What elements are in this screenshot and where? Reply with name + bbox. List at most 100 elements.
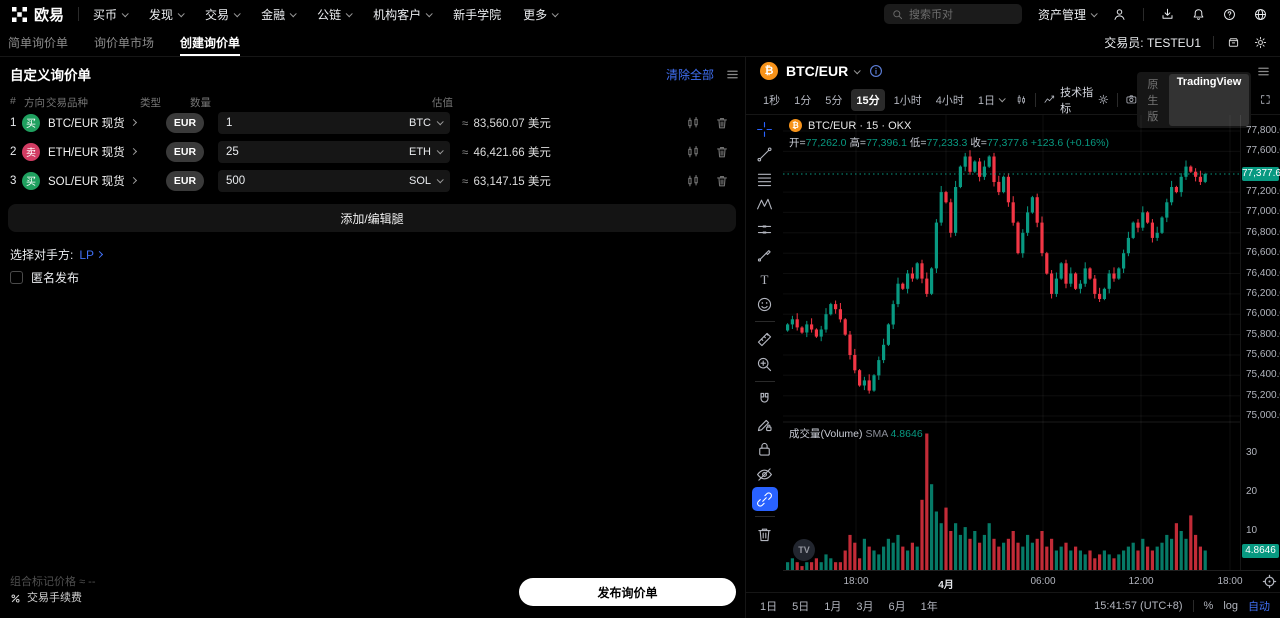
percent-scale-button[interactable]: % <box>1203 599 1214 612</box>
interval-4小时[interactable]: 4小时 <box>935 94 964 107</box>
pair-selector[interactable]: ETH/EUR 现货 <box>48 144 152 160</box>
range-1月[interactable]: 1月 <box>824 600 842 613</box>
currency-pill[interactable]: EUR <box>166 112 204 133</box>
nav-item[interactable]: 公链 <box>317 6 353 23</box>
crosshair-icon[interactable] <box>752 117 778 141</box>
indicator-settings-icon[interactable] <box>1097 92 1110 107</box>
text-icon[interactable]: T <box>752 267 778 291</box>
nav-item[interactable]: 发现 <box>149 6 185 23</box>
long-position-icon[interactable] <box>752 217 778 241</box>
zoom-in-icon[interactable] <box>752 352 778 376</box>
interval-1分[interactable]: 1分 <box>794 94 812 107</box>
xabcd-pattern-icon[interactable] <box>752 192 778 216</box>
nav-item[interactable]: 机构客户 <box>373 6 433 23</box>
nav-item[interactable]: 金融 <box>261 6 297 23</box>
delete-leg-icon[interactable] <box>715 174 729 188</box>
pair-selector[interactable]: SOL/EUR 现货 <box>48 173 152 189</box>
reset-scale-icon[interactable] <box>1262 574 1277 589</box>
link-icon[interactable] <box>751 487 778 511</box>
clear-all-link[interactable]: 清除全部 <box>665 67 714 82</box>
bell-icon[interactable] <box>1191 7 1206 22</box>
emoji-icon[interactable] <box>752 292 778 316</box>
delete-leg-icon[interactable] <box>715 145 729 159</box>
range-5日[interactable]: 5日 <box>792 600 810 613</box>
edit-pencil-icon[interactable] <box>752 412 778 436</box>
tab-创建询价单[interactable]: 创建询价单 <box>180 28 241 56</box>
chevron-down-icon <box>1090 9 1098 17</box>
fullscreen-icon[interactable] <box>1259 92 1272 107</box>
indicators-button[interactable]: 技术指标 <box>1043 84 1097 116</box>
tradingview-button[interactable]: TradingView <box>1168 73 1250 126</box>
chart-plot-area[interactable]: ₿ BTC/EUR · 15 · OKX 开=77,262.0 高=77,396… <box>783 115 1240 570</box>
top-navigation: 欧易 买币 发现 交易 金融 公链 机构客户 新手学院 更多 搜索币对 资产管理 <box>0 0 1280 28</box>
publish-rfq-button[interactable]: 发布询价单 <box>519 578 736 606</box>
okx-logo[interactable]: 欧易 <box>12 4 64 25</box>
user-icon[interactable] <box>1112 7 1127 22</box>
fib-retracement-icon[interactable] <box>752 167 778 191</box>
native-version-button[interactable]: 原生版 <box>1147 78 1159 123</box>
divider <box>754 516 775 517</box>
clock[interactable]: 15:41:57 (UTC+8) <box>1094 599 1183 612</box>
range-1日[interactable]: 1日 <box>760 600 778 613</box>
interval-1小时[interactable]: 1小时 <box>893 94 922 107</box>
add-edit-legs-button[interactable]: 添加/编辑腿 <box>8 204 736 232</box>
screenshot-icon[interactable] <box>1125 92 1138 107</box>
log-scale-button[interactable]: log <box>1223 599 1238 612</box>
counterparty-link[interactable]: LP <box>79 248 104 262</box>
candle-style-icon[interactable] <box>1015 92 1028 107</box>
currency-pill[interactable]: EUR <box>166 170 204 191</box>
symbol-title[interactable]: BTC/EUR <box>786 63 849 79</box>
range-3月[interactable]: 3月 <box>856 600 874 613</box>
panel-menu-icon[interactable] <box>726 68 739 81</box>
amount-input[interactable] <box>226 145 409 158</box>
box-icon[interactable] <box>1226 35 1241 50</box>
nav-item[interactable]: 交易 <box>205 6 241 23</box>
top-right-cluster: 搜索币对 资产管理 <box>883 4 1268 24</box>
info-icon[interactable] <box>869 64 883 78</box>
help-icon[interactable] <box>1222 7 1237 22</box>
time-tick: 06:00 <box>1030 576 1056 587</box>
lock-icon[interactable] <box>752 437 778 461</box>
nav-item[interactable]: 新手学院 <box>453 7 502 22</box>
search-input[interactable]: 搜索币对 <box>883 4 1022 24</box>
interval-5分[interactable]: 5分 <box>825 94 843 107</box>
nav-item[interactable]: 更多 <box>523 6 559 23</box>
trend-line-icon[interactable] <box>752 142 778 166</box>
interval-15分[interactable]: 15分 <box>851 88 885 111</box>
assets-menu[interactable]: 资产管理 <box>1038 6 1098 23</box>
chevron-down-icon[interactable] <box>436 147 444 155</box>
amount-input[interactable] <box>226 174 409 187</box>
download-icon[interactable] <box>1160 7 1175 22</box>
chevron-down-icon[interactable] <box>436 176 444 184</box>
mini-chart-icon[interactable] <box>686 145 700 159</box>
mini-chart-icon[interactable] <box>686 174 700 188</box>
delete-leg-icon[interactable] <box>715 116 729 130</box>
interval-1秒[interactable]: 1秒 <box>763 94 781 107</box>
mini-chart-icon[interactable] <box>686 116 700 130</box>
magnet-icon[interactable] <box>752 387 778 411</box>
chart-menu-icon[interactable] <box>1257 65 1270 78</box>
nav-item[interactable]: 买币 <box>93 6 129 23</box>
column-header: 类型 <box>140 97 161 109</box>
gear-icon[interactable] <box>1253 35 1268 50</box>
auto-scale-button[interactable]: 自动 <box>1248 600 1270 613</box>
range-6月[interactable]: 6月 <box>888 600 906 613</box>
brush-icon[interactable] <box>752 242 778 266</box>
tab-询价单市场[interactable]: 询价单市场 <box>94 35 155 50</box>
price-axis[interactable]: 77,800.0 77,600.0 77,200.0 77,000.0 76,800.0… <box>1240 115 1280 570</box>
chevron-down-icon[interactable] <box>436 118 444 126</box>
hide-drawings-icon[interactable] <box>752 462 778 486</box>
interval-1日[interactable]: 1日 <box>973 89 1009 111</box>
chevron-down-icon[interactable] <box>853 66 861 74</box>
amount-input[interactable] <box>226 116 409 129</box>
trash-icon[interactable] <box>752 522 778 546</box>
tab-简单询价单[interactable]: 简单询价单 <box>8 35 69 50</box>
currency-pill[interactable]: EUR <box>166 141 204 162</box>
time-tick: 12:00 <box>1128 576 1154 587</box>
pair-selector[interactable]: BTC/EUR 现货 <box>48 115 152 131</box>
anonymous-checkbox[interactable] <box>10 271 23 284</box>
globe-icon[interactable] <box>1253 7 1268 22</box>
range-1年[interactable]: 1年 <box>920 600 938 613</box>
ruler-icon[interactable] <box>752 327 778 351</box>
time-axis[interactable]: 18:00 4月 06:00 12:00 18:00 <box>783 570 1280 592</box>
